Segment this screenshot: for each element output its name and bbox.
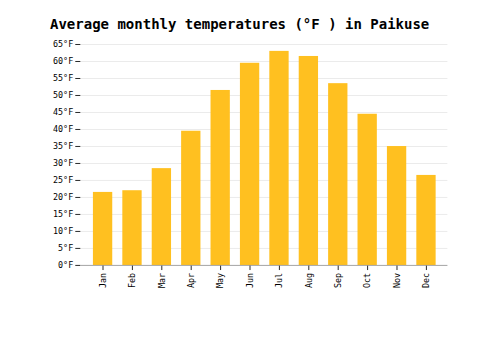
svg-text:40°F: 40°F xyxy=(53,124,73,134)
svg-text:55°F: 55°F xyxy=(53,73,73,83)
svg-text:20°F: 20°F xyxy=(53,192,73,202)
svg-text:Nov: Nov xyxy=(392,273,402,288)
svg-text:Jun: Jun xyxy=(245,273,255,288)
svg-text:Feb: Feb xyxy=(127,273,137,288)
svg-text:Apr: Apr xyxy=(186,273,196,288)
svg-text:Oct: Oct xyxy=(362,273,372,288)
svg-text:50°F: 50°F xyxy=(53,90,73,100)
svg-text:Aug: Aug xyxy=(303,273,313,288)
svg-text:Jul: Jul xyxy=(274,273,284,288)
svg-text:May: May xyxy=(215,273,225,288)
svg-text:Sep: Sep xyxy=(333,273,343,288)
svg-text:10°F: 10°F xyxy=(53,226,73,236)
html-text:Average monthly temperatures (: Average monthly temperatures (°F ) in Pa… xyxy=(50,16,430,32)
svg-text:5°F: 5°F xyxy=(58,243,73,253)
svg-text:45°F: 45°F xyxy=(53,107,73,117)
svg-text:Dec: Dec xyxy=(421,273,431,288)
svg-text:Jan: Jan xyxy=(98,273,108,288)
svg-text:65°F: 65°F xyxy=(53,39,73,49)
svg-text:Mar: Mar xyxy=(156,273,166,288)
svg-text:30°F: 30°F xyxy=(53,158,73,168)
svg-text:15°F: 15°F xyxy=(53,209,73,219)
svg-text:60°F: 60°F xyxy=(53,56,73,66)
svg-text:35°F: 35°F xyxy=(53,141,73,151)
svg-text:0°F: 0°F xyxy=(58,260,73,270)
svg-text:25°F: 25°F xyxy=(53,175,73,185)
